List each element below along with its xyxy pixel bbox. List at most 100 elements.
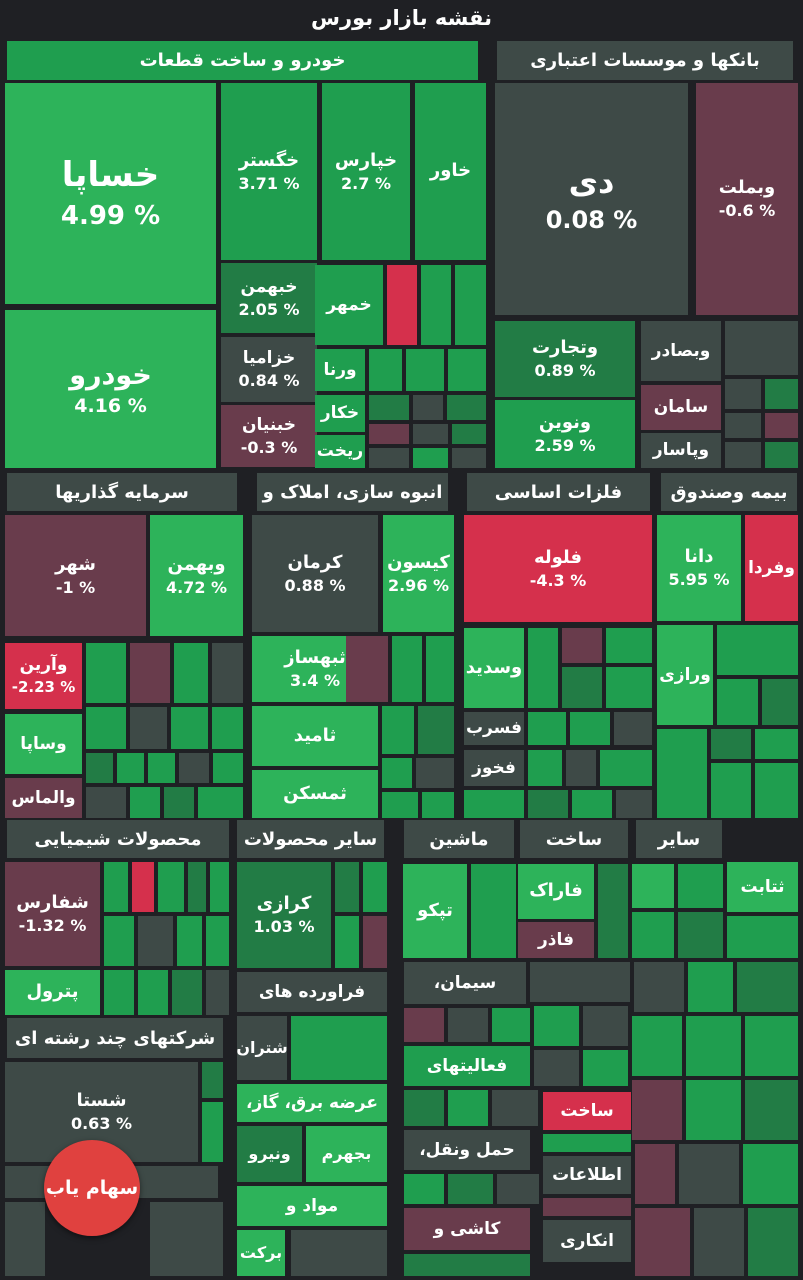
stock-tile-small[interactable] (686, 1080, 741, 1140)
sector-header[interactable]: ساخت (520, 820, 628, 858)
stock-tile-small[interactable] (452, 448, 486, 468)
stock-tile-small[interactable] (206, 916, 229, 966)
stock-tile-small[interactable] (632, 864, 674, 908)
sector-header[interactable]: فلزات اساسی (467, 473, 650, 511)
stock-tile-small[interactable] (765, 413, 798, 438)
stock-tile-small[interactable] (657, 729, 707, 818)
stock-tile-small[interactable] (678, 864, 723, 908)
sector-header[interactable]: ماشین (404, 820, 514, 858)
stock-tile-small[interactable] (132, 862, 154, 912)
stock-tile[interactable]: فاذر (518, 922, 594, 958)
stock-tile-small[interactable] (765, 379, 798, 409)
stock-tile-small[interactable] (727, 916, 798, 958)
stock-tile-small[interactable] (711, 763, 751, 818)
stock-tile-small[interactable] (755, 763, 798, 818)
stock-tile-small[interactable] (422, 792, 454, 818)
sector-label-tile[interactable]: برکت (237, 1230, 285, 1276)
stock-tile-small[interactable] (416, 758, 454, 788)
stock-tile-small[interactable] (369, 424, 409, 444)
stock-tile-small[interactable] (686, 1016, 741, 1076)
stock-tile-small[interactable] (725, 321, 798, 375)
stock-tile-small[interactable] (572, 790, 612, 818)
stock-tile-small[interactable] (291, 1016, 387, 1080)
stock-tile-small[interactable] (363, 862, 387, 912)
stock-tile-small[interactable] (598, 864, 628, 958)
stock-tile-small[interactable] (172, 970, 202, 1015)
stock-tile-small[interactable] (138, 916, 173, 966)
stock-tile-small[interactable] (534, 1050, 579, 1086)
sector-label-tile[interactable]: انکاری (543, 1220, 631, 1262)
stock-tile-small[interactable] (528, 750, 562, 786)
stock-tile-small[interactable] (616, 790, 652, 818)
stock-tile[interactable]: خمهر (315, 265, 383, 345)
stock-tile-small[interactable] (600, 750, 652, 786)
stock-tile-small[interactable] (570, 712, 610, 745)
stock-tile[interactable]: وفردا (745, 515, 798, 621)
stock-tile-small[interactable] (452, 424, 486, 444)
stock-tile[interactable]: فاراک (518, 864, 594, 919)
stock-tile-small[interactable] (562, 667, 602, 708)
sector-header[interactable]: خودرو و ساخت قطعات (7, 41, 478, 80)
stock-tile-small[interactable] (717, 679, 758, 725)
sector-label-tile[interactable]: شتران (237, 1016, 287, 1080)
stock-tile-small[interactable] (346, 636, 388, 702)
stock-tile-small[interactable] (212, 643, 243, 703)
stock-tile-small[interactable] (497, 1174, 539, 1204)
stock-tile-small[interactable] (743, 1144, 798, 1204)
stock-tile[interactable]: وبصادر (641, 321, 721, 381)
stock-tile-small[interactable] (177, 916, 202, 966)
stock-tile-small[interactable] (158, 862, 184, 912)
stock-tile[interactable]: خپارس 2.7 % (322, 83, 410, 260)
stock-tile-small[interactable] (104, 970, 134, 1015)
stock-tile[interactable]: خزامیا 0.84 % (221, 337, 317, 402)
stock-tile-small[interactable] (392, 636, 422, 702)
stock-tile[interactable]: پترول (5, 970, 100, 1015)
stock-tile[interactable]: خکار (315, 395, 365, 432)
stock-tile-small[interactable] (369, 395, 409, 420)
stock-tile-small[interactable] (745, 1016, 798, 1076)
stock-tile[interactable]: ثامید (252, 706, 378, 766)
stock-tile-small[interactable] (737, 962, 798, 1012)
stock-tile[interactable]: ثتابت (727, 862, 798, 912)
stock-tile-small[interactable] (678, 912, 723, 958)
stock-tile-small[interactable] (382, 792, 418, 818)
stock-tile[interactable]: خاور (415, 83, 486, 260)
sector-label-tile[interactable]: فعالیتهای (404, 1046, 530, 1086)
stock-tile-small[interactable] (426, 636, 454, 702)
stock-tile[interactable]: سامان (641, 385, 721, 430)
stock-tile-small[interactable] (404, 1254, 530, 1276)
stock-tile[interactable]: خساپا 4.99 % (5, 83, 216, 304)
sector-label-tile[interactable]: ساخت (543, 1092, 631, 1130)
stock-tile-small[interactable] (130, 787, 160, 818)
stock-tile-small[interactable] (86, 707, 126, 749)
stock-tile-small[interactable] (130, 707, 167, 749)
stock-tile-small[interactable] (174, 643, 208, 703)
stock-tile-small[interactable] (614, 712, 652, 745)
stock-tile-small[interactable] (202, 1062, 223, 1098)
stock-tile[interactable]: ریخت (315, 435, 365, 468)
sector-label-tile[interactable]: عرضه برق، گاز، (237, 1084, 387, 1122)
stock-tile-small[interactable] (635, 1144, 675, 1204)
stock-tile-small[interactable] (528, 712, 566, 745)
stock-tile-small[interactable] (464, 790, 524, 818)
stock-tile-small[interactable] (213, 753, 243, 783)
stock-tile-small[interactable] (725, 442, 761, 468)
stock-tile-small[interactable] (421, 265, 451, 345)
stock-tile-small[interactable] (583, 1006, 628, 1046)
stock-tile-small[interactable] (104, 862, 128, 912)
stock-tile-small[interactable] (635, 1208, 690, 1276)
stock-tile[interactable]: وسدید (464, 628, 524, 708)
stock-tile[interactable]: تپکو (403, 864, 467, 958)
stock-tile-small[interactable] (583, 1050, 628, 1086)
stock-tile[interactable]: کیسون 2.96 % (383, 515, 454, 632)
stock-tile[interactable]: وبملت -0.6 % (696, 83, 798, 315)
stock-tile-small[interactable] (492, 1008, 530, 1042)
stock-tile[interactable]: شهر -1 % (5, 515, 146, 636)
stock-tile-small[interactable] (448, 1174, 493, 1204)
stock-tile-small[interactable] (387, 265, 417, 345)
stock-tile[interactable]: شفارس -1.32 % (5, 862, 100, 966)
stock-tile[interactable]: دانا 5.95 % (657, 515, 741, 621)
stock-tile-small[interactable] (413, 424, 448, 444)
sector-header[interactable]: محصولات شیمیایی (7, 820, 229, 858)
stock-tile-small[interactable] (406, 349, 444, 391)
